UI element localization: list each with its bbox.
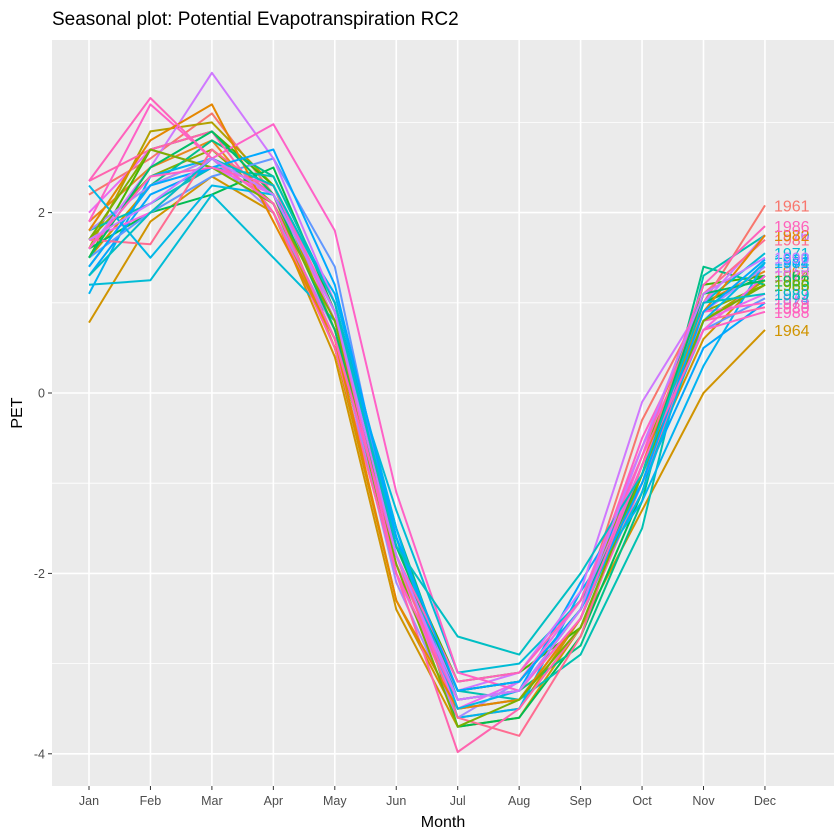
series-label-1963: 1963 [774,269,810,286]
x-axis: Jan Feb Mar Apr May Jun Jul Aug Sep Oct Nov Dec [79,786,776,808]
series-label-1975: 1975 [774,260,810,277]
series-line-1989 [88,157,766,656]
x-tick-label: Feb [140,794,162,808]
series-label-1986: 1986 [774,219,810,236]
series-label-1983: 1983 [774,273,810,290]
series-label-1962: 1962 [774,264,810,281]
series-label-1969: 1969 [774,278,810,295]
series-label-1974: 1974 [774,291,810,308]
y-tick-label: 2 [38,206,45,220]
series-label-1987: 1987 [774,253,810,270]
series-line-1964 [88,175,766,728]
series-label-1982: 1982 [774,228,810,245]
series-label-1971: 1971 [774,246,810,263]
series-label-1967: 1967 [774,269,810,286]
series-label-1972: 1972 [774,255,810,272]
series-label-1970: 1970 [774,228,810,245]
series-label-1980: 1980 [774,300,810,317]
series-line-1985 [88,148,766,728]
x-tick-label: Sep [569,794,591,808]
x-tick-label: Jan [79,794,99,808]
series-line-1987 [88,148,766,692]
series-label-1976: 1976 [774,228,810,245]
series-label-1989: 1989 [774,287,810,304]
y-tick-label: -2 [34,567,45,581]
chart-title: Seasonal plot: Potential Evapotranspirat… [52,9,459,30]
series-line-1984 [88,184,766,710]
series-lines [88,71,766,753]
y-tick-label: -4 [34,747,45,761]
x-tick-label: Nov [692,794,715,808]
series-label-1990: 1990 [774,251,810,268]
series-label-1977: 1977 [774,287,810,304]
series-line-1988 [88,166,766,701]
x-tick-label: Apr [264,794,283,808]
series-label-1978: 1978 [774,269,810,286]
series-line-1986 [88,97,766,683]
x-tick-label: Mar [201,794,223,808]
series-line-1982 [88,103,766,710]
grid [52,40,834,786]
series-label-1966: 1966 [774,278,810,295]
x-tick-label: May [323,794,347,808]
series-label-1961: 1961 [774,198,810,215]
x-tick-label: Dec [754,794,776,808]
series-label-1965: 1965 [774,273,810,290]
series-label-1984: 1984 [774,255,810,272]
series-label-1964: 1964 [774,323,810,340]
series-label-1979: 1979 [774,296,810,313]
y-axis: -4 -2 0 2 [34,206,52,761]
x-tick-label: Jun [386,794,406,808]
x-tick-label: Aug [508,794,530,808]
series-label-1973: 1973 [774,296,810,313]
y-tick-label: 0 [38,387,45,401]
series-label-1981: 1981 [774,233,810,250]
series-line-1990 [88,157,766,701]
x-tick-label: Oct [632,794,652,808]
x-axis-title: Month [421,814,465,831]
x-tick-label: Jul [450,794,466,808]
series-label-1988: 1988 [774,305,810,322]
series-label-1985: 1985 [774,278,810,295]
series-label-1968: 1968 [774,269,810,286]
y-axis-title: PET [9,397,26,428]
